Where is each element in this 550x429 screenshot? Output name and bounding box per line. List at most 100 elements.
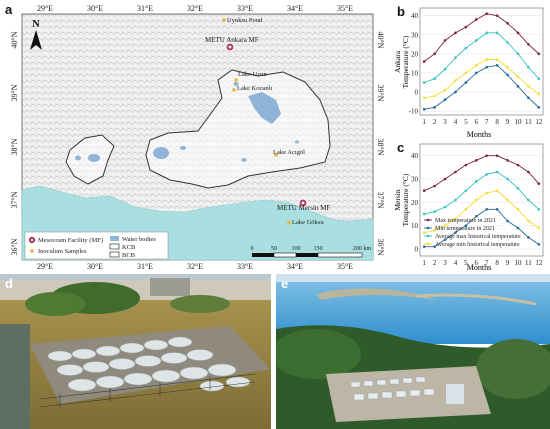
data-point xyxy=(485,191,489,195)
x-tick-label: 5 xyxy=(464,118,468,126)
lake-small-5 xyxy=(233,82,239,86)
data-point xyxy=(495,154,499,157)
x-tick-label: 8 xyxy=(495,259,499,267)
lat-tick-left: 40°N xyxy=(10,31,19,48)
legend-entry: Min temperature in 2021 xyxy=(435,226,495,232)
data-point xyxy=(516,52,520,56)
lat-tick-left: 39°N xyxy=(10,84,19,101)
data-point xyxy=(506,21,509,25)
scale-bar: 0 50 100 150 200 km xyxy=(251,246,372,258)
data-point xyxy=(422,107,426,111)
data-point xyxy=(443,39,447,42)
data-point xyxy=(474,64,478,67)
lon-tick-top: 34°E xyxy=(287,4,303,13)
inoculum-marker xyxy=(234,78,238,82)
lat-tick-left: 38°N xyxy=(10,138,19,155)
data-point xyxy=(454,170,457,174)
data-point xyxy=(443,205,447,209)
lon-ticks-top: 29°E 30°E 31°E 32°E 33°E 34°E 35°E xyxy=(37,4,353,13)
place-label: Lake Kozanlı xyxy=(237,85,272,92)
place-label: Uyuksu Pond xyxy=(227,17,263,24)
lon-tick-bottom: 35°E xyxy=(337,262,353,271)
data-point xyxy=(516,31,520,35)
lon-tick-top: 29°E xyxy=(37,4,53,13)
data-point xyxy=(516,163,520,167)
lat-tick-left: 37°N xyxy=(10,191,19,208)
data-point xyxy=(464,163,468,167)
place-label: METU Ankara MF xyxy=(205,36,259,44)
lon-tick-bottom: 34°E xyxy=(287,262,303,271)
lat-tick-left: 36°N xyxy=(10,238,19,255)
y-axis-label-line2: Temperature (°C) xyxy=(401,35,410,88)
x-tick-label: 5 xyxy=(464,259,468,267)
data-point xyxy=(495,64,499,67)
site-markers: Uyuksu Pond METU Ankara MF Lake Uzun Lak… xyxy=(205,17,330,226)
legend-entry: Average max historical temperature xyxy=(435,234,521,240)
panel-label-e: e xyxy=(281,276,289,291)
map-svg: 29°E 30°E 31°E 32°E 33°E 34°E 35°E 29°E … xyxy=(10,4,385,271)
legend-swatch-dot xyxy=(426,234,430,238)
data-point xyxy=(454,90,457,94)
place-label: METU Mersin MF xyxy=(277,204,330,212)
lat-tick-right: 40°N xyxy=(376,32,385,49)
lake-small-4 xyxy=(295,140,299,144)
x-tick-label: 9 xyxy=(506,118,510,126)
lon-tick-bottom: 33°E xyxy=(237,262,253,271)
x-tick-label: 11 xyxy=(525,118,532,126)
legend-label: KCB xyxy=(122,244,136,251)
data-point xyxy=(464,46,468,50)
data-point xyxy=(537,77,541,80)
legend-swatch-dot xyxy=(426,226,430,230)
y-tick-label: 10 xyxy=(411,69,419,77)
lake-tuz xyxy=(248,92,281,124)
x-tick-label: 4 xyxy=(454,118,458,126)
lon-tick-top: 35°E xyxy=(337,4,353,13)
data-point xyxy=(527,236,530,239)
data-point xyxy=(464,224,468,227)
x-tick-label: 6 xyxy=(475,118,479,126)
y-tick-label: 30 xyxy=(411,176,419,184)
chart-frame xyxy=(419,7,544,116)
x-tick-label: 7 xyxy=(485,259,489,267)
lon-tick-bottom: 32°E xyxy=(187,262,203,271)
data-point xyxy=(506,41,509,44)
data-point xyxy=(443,177,447,181)
data-point xyxy=(485,65,489,69)
legend-swatch-dot xyxy=(426,218,430,222)
y-tick-label: 40 xyxy=(411,152,419,160)
data-point xyxy=(422,81,426,84)
data-point xyxy=(495,31,499,35)
photo-d-illustration xyxy=(0,274,271,429)
data-point xyxy=(474,180,478,183)
place-label: Lake Acıgöl xyxy=(273,149,305,156)
chart-b-panel: 40 30 20 10 0 -10 1 2 3 4 5 6 7 8 9 10 11 12 Months Anka… xyxy=(393,0,550,140)
legend-kcb-icon xyxy=(109,243,120,250)
place-label: Lake Göksu xyxy=(292,219,324,226)
x-tick-label: 8 xyxy=(495,118,499,126)
data-point xyxy=(495,58,499,61)
data-point xyxy=(433,210,436,213)
data-point xyxy=(506,159,509,162)
series-line xyxy=(424,190,540,234)
data-point xyxy=(443,88,447,92)
y-tick-label: 10 xyxy=(411,222,419,230)
data-point xyxy=(433,106,436,109)
data-point xyxy=(443,67,447,71)
data-point xyxy=(537,226,541,230)
data-point xyxy=(527,65,530,69)
data-point xyxy=(474,39,478,42)
data-point xyxy=(537,243,541,246)
lon-tick-top: 33°E xyxy=(237,4,253,13)
legend-bcb-icon xyxy=(109,251,120,258)
x-tick-label: 7 xyxy=(485,118,489,126)
x-tick-label: 12 xyxy=(535,118,543,126)
y-tick-label: 20 xyxy=(411,50,419,58)
panel-label-d: d xyxy=(5,276,13,291)
scale-label: 0 xyxy=(251,246,254,252)
data-point xyxy=(485,173,489,176)
scale-label: 200 km xyxy=(353,246,372,252)
series-line xyxy=(424,32,540,83)
series-line xyxy=(423,155,540,192)
data-point xyxy=(527,170,530,174)
y-tick-label: 30 xyxy=(411,31,419,39)
